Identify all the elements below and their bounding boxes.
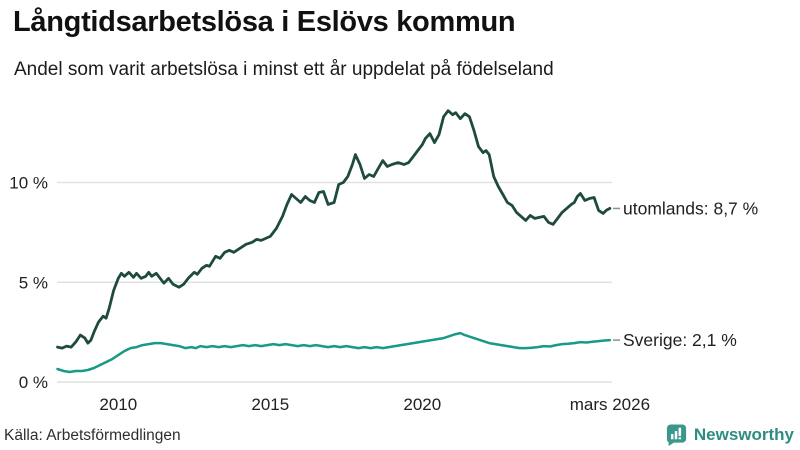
chart-subtitle: Andel som varit arbetslösa i minst ett å…	[14, 59, 554, 80]
series-end-label: utomlands: 8,7 %	[623, 198, 758, 218]
x-tick-label: mars 2026	[570, 395, 650, 414]
brand-name: Newsworthy	[693, 424, 794, 444]
newsworthy-logo: Newsworthy	[665, 423, 794, 446]
series-end-label: Sverige: 2,1 %	[623, 330, 737, 350]
y-tick-label: 10 %	[9, 174, 48, 193]
newsworthy-icon	[666, 424, 686, 446]
series-line-utomlands	[56, 109, 612, 350]
x-tick-label: 2010	[99, 395, 137, 414]
series-line-Sverige	[56, 331, 612, 374]
chart-title: Långtidsarbetslösa i Eslövs kommun	[13, 6, 516, 38]
y-tick-label: 0 %	[19, 373, 48, 392]
y-tick-label: 5 %	[19, 273, 48, 292]
x-tick-label: 2015	[251, 395, 289, 414]
x-tick-label: 2020	[403, 395, 441, 414]
source-note: Källa: Arbetsförmedlingen	[4, 427, 181, 444]
